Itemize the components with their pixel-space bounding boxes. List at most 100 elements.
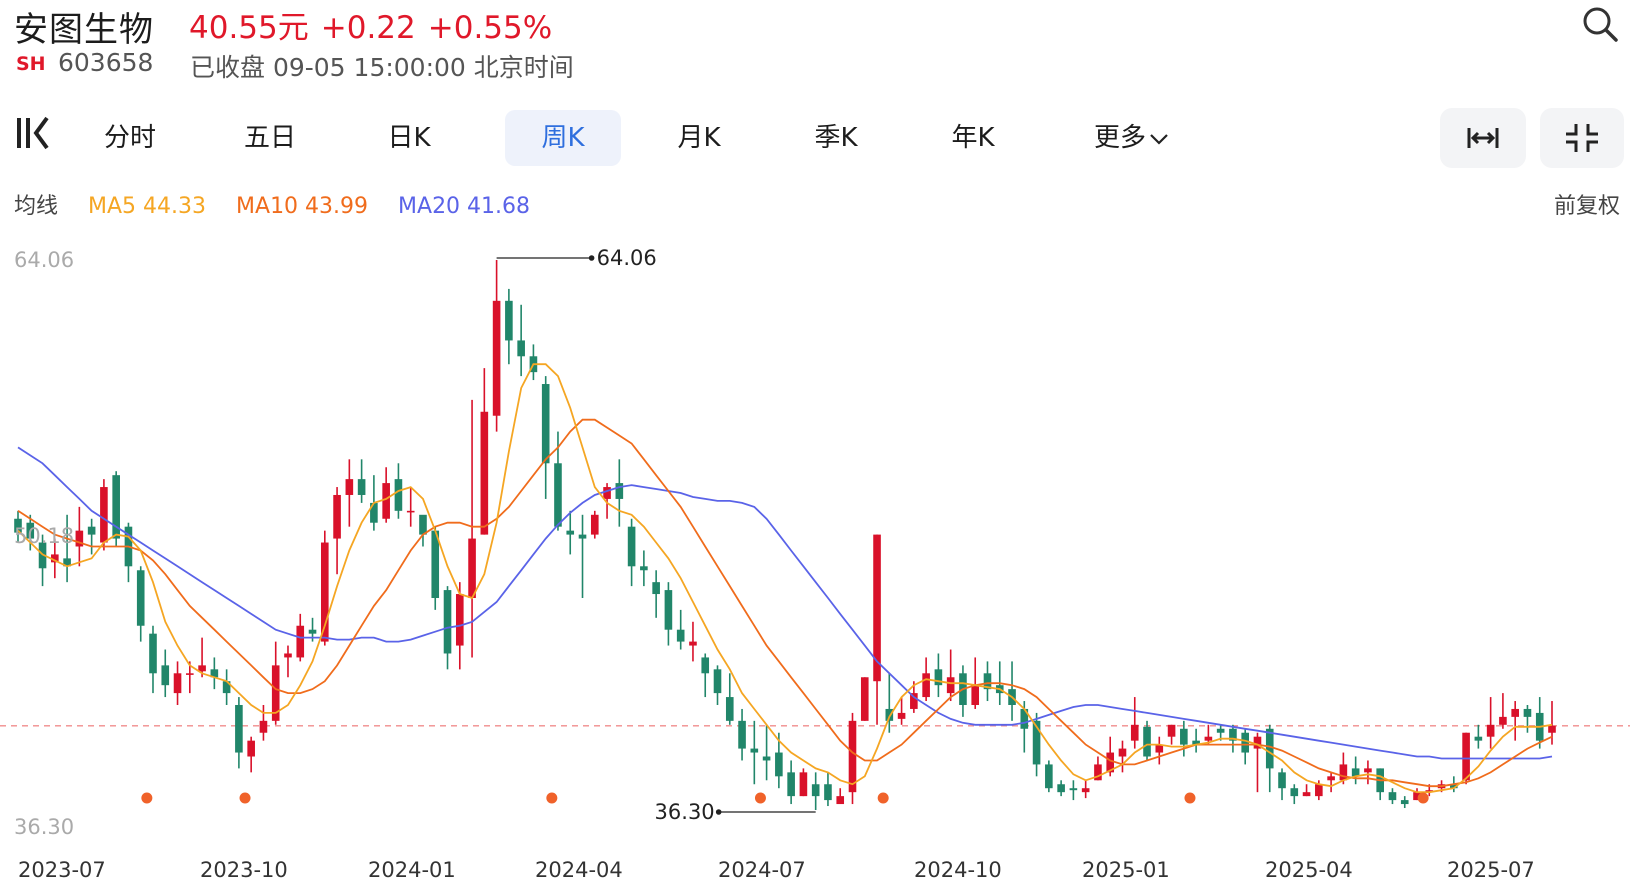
candle-body [271, 665, 280, 721]
ma20-value: MA20 41.68 [398, 194, 531, 219]
candle-body [1069, 788, 1078, 791]
candle-body [1253, 736, 1262, 749]
candle-body [357, 479, 366, 495]
event-dot [546, 792, 558, 804]
ma5-value: MA5 44.33 [88, 194, 207, 219]
candle-body [860, 677, 869, 721]
candle-body [1413, 792, 1421, 801]
high-marker-label: 64.06 [597, 246, 657, 270]
candle-body [419, 514, 427, 535]
tab-wuri[interactable]: 五日 [243, 123, 296, 153]
candle-body [1327, 776, 1335, 781]
x-tick: 2025-01 [1082, 858, 1170, 882]
candle-body [1548, 725, 1556, 733]
candle-body [799, 772, 808, 797]
candle-body [897, 712, 906, 719]
x-tick: 2024-04 [535, 858, 623, 882]
candle-body [750, 748, 759, 753]
candle-body [63, 558, 71, 567]
candle-body [946, 677, 955, 694]
event-dot [1417, 792, 1429, 804]
collapse-icon [1566, 124, 1598, 152]
candle-body [173, 673, 182, 694]
candle-body [1315, 784, 1323, 797]
candle-body [1351, 768, 1360, 777]
candle-body [713, 669, 722, 694]
candle-body [1081, 788, 1090, 793]
high-marker-dot [588, 255, 595, 261]
candle-body [455, 594, 464, 646]
candle-body [468, 538, 476, 599]
x-tick: 2024-10 [914, 858, 1002, 882]
price-line: 40.55元 +0.22 +0.55% [189, 2, 564, 47]
candle-body [333, 494, 341, 539]
candle-body [480, 411, 489, 535]
candle-body [787, 772, 795, 797]
expand-horizontal-button[interactable] [1440, 108, 1526, 168]
candle-body [136, 570, 145, 626]
candle-body [14, 518, 22, 533]
candle-body [811, 784, 820, 797]
kline-chart[interactable]: 64.06 36.30 [0, 230, 1630, 850]
tab-niank[interactable]: 年K [951, 123, 995, 153]
candle-body [873, 534, 881, 682]
candle-body [186, 673, 194, 675]
y-tick-bottom: 36.30 [14, 815, 75, 839]
candle-body [1486, 724, 1495, 737]
candle-body [1474, 736, 1483, 741]
candle-body [603, 487, 611, 499]
event-dot [239, 792, 251, 804]
candle-body [1045, 764, 1053, 789]
candle-body [1130, 724, 1139, 741]
collapse-button[interactable] [1540, 108, 1624, 168]
tab-more-label: 更多 [1093, 123, 1146, 153]
candle-body [1155, 744, 1164, 753]
candle-body [640, 566, 648, 571]
candle-body [161, 665, 170, 686]
candle-body [1499, 716, 1507, 725]
candle-body [284, 653, 292, 658]
candle-body [431, 530, 440, 599]
candle-body [247, 740, 255, 757]
candle-body [1265, 728, 1274, 769]
adjust-mode[interactable]: 前复权 [1554, 194, 1621, 219]
candle-body [1204, 736, 1213, 741]
tab-yuek[interactable]: 月K [677, 123, 721, 153]
tab-zhouk[interactable]: 周K [505, 110, 621, 166]
ma-legend: 均线 MA5 44.33 MA10 43.99 MA20 41.68 [14, 188, 560, 220]
candle-body [910, 693, 918, 709]
price-change: +0.22 [320, 10, 416, 46]
candle-body [1302, 792, 1311, 797]
candle-body [1450, 784, 1458, 789]
stock-code: 603658 [58, 48, 154, 77]
candle-body [848, 720, 857, 793]
candle-body [505, 300, 513, 341]
candle-body [75, 530, 84, 547]
y-tick-top: 64.06 [14, 248, 75, 272]
candle-body [1180, 728, 1188, 745]
kline-toggle-icon[interactable] [14, 112, 54, 160]
tab-fenshi[interactable]: 分时 [103, 123, 156, 153]
candle-body [1278, 772, 1286, 789]
candle-body [1057, 784, 1065, 793]
candle-body [492, 300, 501, 416]
candle-body [26, 522, 35, 539]
tab-more[interactable]: 更多 [1082, 110, 1182, 166]
candle-body [1462, 732, 1470, 781]
candle-body [1523, 708, 1532, 717]
search-icon[interactable] [1580, 4, 1620, 44]
candle-body [235, 704, 243, 753]
candle-body [1290, 788, 1299, 797]
candle-body [296, 625, 305, 658]
candle-body [1400, 800, 1409, 805]
candle-body [394, 479, 403, 511]
tab-rik[interactable]: 日K [387, 123, 431, 153]
candle-body [541, 384, 550, 464]
candle-body [590, 514, 599, 535]
market-status: 已收盘 09-05 15:00:00 北京时间 [190, 53, 574, 82]
x-tick: 2024-01 [368, 858, 456, 882]
stock-name: 安图生物 [14, 10, 154, 50]
candle-body [1118, 748, 1127, 757]
candle-body [51, 554, 59, 563]
tab-jik[interactable]: 季K [814, 123, 858, 153]
